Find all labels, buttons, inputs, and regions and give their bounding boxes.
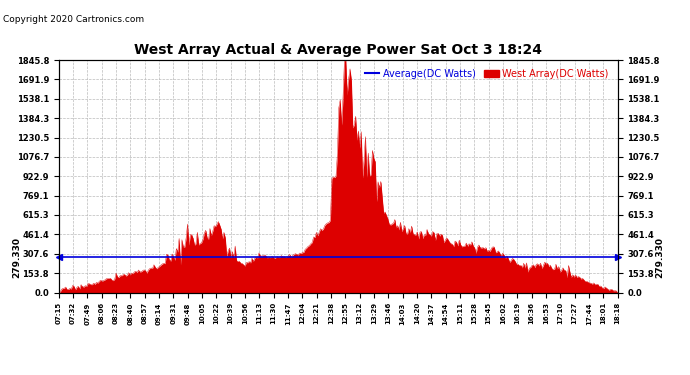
Legend: Average(DC Watts), West Array(DC Watts): Average(DC Watts), West Array(DC Watts) — [361, 65, 613, 82]
Title: West Array Actual & Average Power Sat Oct 3 18:24: West Array Actual & Average Power Sat Oc… — [134, 44, 542, 57]
Text: 279.330: 279.330 — [12, 237, 21, 278]
Text: Copyright 2020 Cartronics.com: Copyright 2020 Cartronics.com — [3, 15, 145, 24]
Text: 279.330: 279.330 — [655, 237, 664, 278]
